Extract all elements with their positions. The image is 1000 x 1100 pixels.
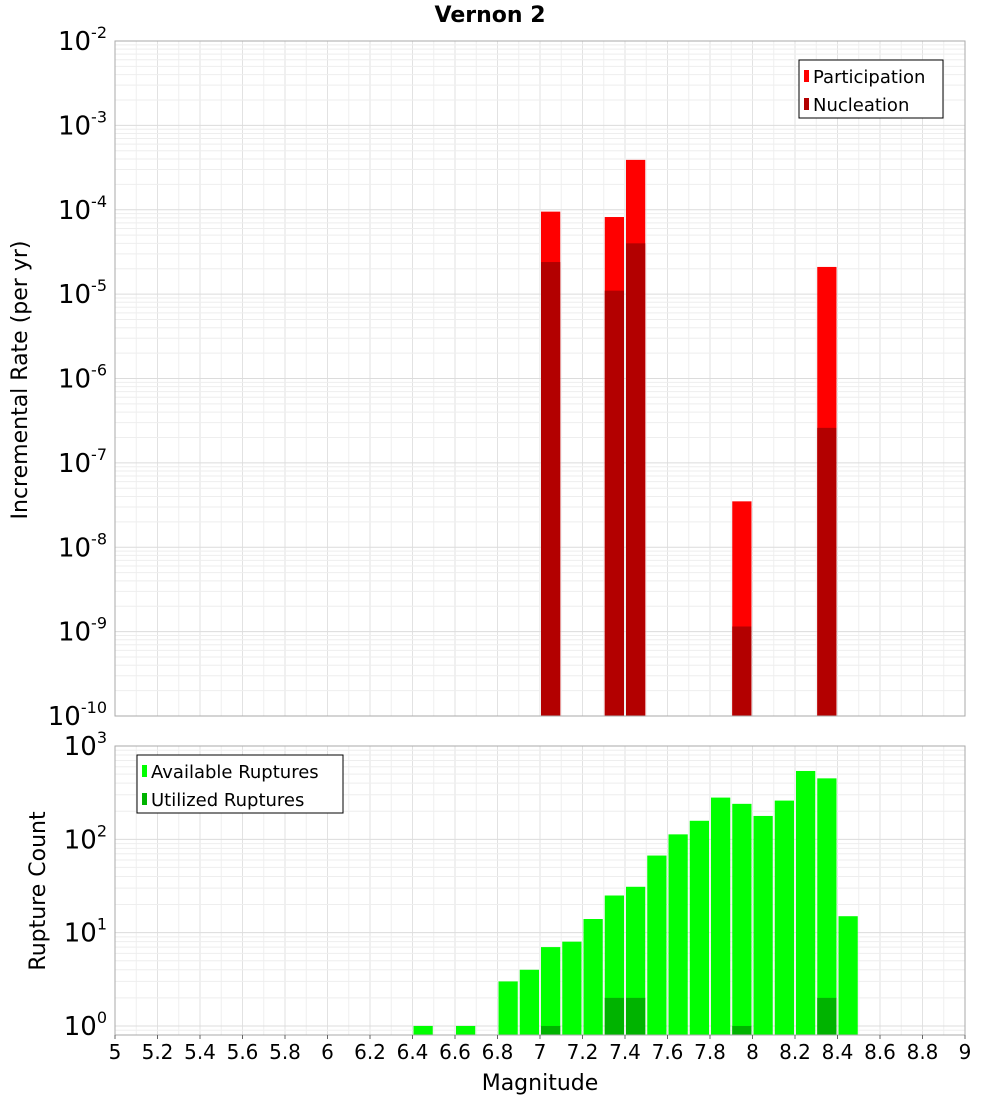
available-ruptures-bar bbox=[732, 803, 752, 1035]
x-tick-label: 5 bbox=[109, 1040, 122, 1064]
available-ruptures-bar bbox=[817, 778, 837, 1035]
x-tick-label: 8 bbox=[746, 1040, 759, 1064]
x-tick-label: 8.6 bbox=[864, 1040, 896, 1064]
available-ruptures-bar bbox=[774, 800, 794, 1035]
x-tick-label: 6.8 bbox=[482, 1040, 514, 1064]
available-ruptures-bar bbox=[668, 834, 688, 1035]
x-tick-label: 5.8 bbox=[269, 1040, 301, 1064]
x-tick-label: 7 bbox=[534, 1040, 547, 1064]
rate-bars bbox=[541, 159, 837, 717]
legend-swatch bbox=[804, 70, 809, 82]
utilized-ruptures-bar bbox=[817, 997, 837, 1035]
y-tick-label: 10-7 bbox=[58, 445, 107, 479]
available-ruptures-bar bbox=[711, 797, 731, 1035]
nucleation-bar bbox=[626, 243, 646, 717]
nucleation-bar bbox=[817, 427, 837, 716]
legend-swatch bbox=[142, 765, 147, 777]
available-ruptures-bar bbox=[796, 770, 816, 1035]
available-ruptures-bar bbox=[583, 919, 603, 1035]
available-ruptures-bar bbox=[541, 947, 561, 1035]
available-ruptures-bar bbox=[689, 820, 709, 1035]
legend-swatch bbox=[804, 98, 809, 110]
x-tick-label: 7.6 bbox=[652, 1040, 684, 1064]
chart-title: Vernon 2 bbox=[435, 3, 546, 28]
count-panel: 100 101 102 103 5 5.2 5.4 5.6 5.8 6 6.2 6.4 6.6 6.8 7… bbox=[26, 728, 971, 1096]
y-tick-label: 10-3 bbox=[58, 107, 107, 141]
y-tick-label: 10-4 bbox=[58, 192, 107, 226]
x-tick-label: 8.4 bbox=[822, 1040, 854, 1064]
x-tick-label: 6 bbox=[321, 1040, 334, 1064]
x-tick-label: 5.4 bbox=[184, 1040, 216, 1064]
legend-entry: Nucleation bbox=[813, 95, 909, 116]
available-ruptures-bar bbox=[413, 1025, 433, 1035]
y-tick-label: 103 bbox=[64, 728, 107, 762]
available-ruptures-bar bbox=[562, 941, 582, 1035]
available-ruptures-bar bbox=[753, 815, 773, 1035]
y-tick-label: 10-2 bbox=[58, 23, 107, 57]
x-tick-label: 5.6 bbox=[227, 1040, 259, 1064]
x-tick-label: 8.8 bbox=[907, 1040, 939, 1064]
utilized-ruptures-bar bbox=[604, 997, 624, 1035]
available-ruptures-bar bbox=[456, 1025, 476, 1035]
x-tick-label: 6.2 bbox=[354, 1040, 386, 1064]
count-legend: Available Ruptures Utilized Ruptures bbox=[136, 754, 344, 814]
x-tick-label: 7.4 bbox=[609, 1040, 641, 1064]
y-tick-label: 10-5 bbox=[58, 276, 107, 310]
rate-panel: 10-10 10-9 10-8 10-7 10-6 10-5 10-4 10-3 10-2 In… bbox=[8, 23, 966, 732]
legend-box bbox=[798, 59, 944, 119]
legend-entry: Available Ruptures bbox=[151, 762, 319, 783]
y-tick-label: 100 bbox=[64, 1008, 107, 1042]
x-axis-label: Magnitude bbox=[482, 1071, 599, 1096]
utilized-ruptures-bar bbox=[732, 1025, 752, 1035]
x-tick-label: 7.8 bbox=[694, 1040, 726, 1064]
rate-y-ticks: 10-10 10-9 10-8 10-7 10-6 10-5 10-4 10-3 10-2 bbox=[48, 23, 107, 732]
x-tick-label: 8.2 bbox=[779, 1040, 811, 1064]
y-tick-label: 102 bbox=[64, 821, 107, 855]
y-tick-label: 101 bbox=[64, 915, 107, 949]
x-tick-label: 5.2 bbox=[142, 1040, 174, 1064]
nucleation-bar bbox=[604, 290, 624, 716]
x-tick-label: 9 bbox=[959, 1040, 972, 1064]
rate-y-axis-label: Incremental Rate (per yr) bbox=[8, 241, 33, 520]
utilized-ruptures-bar bbox=[541, 1025, 561, 1035]
count-y-ticks: 100 101 102 103 bbox=[64, 728, 107, 1042]
count-y-axis-label: Rupture Count bbox=[26, 811, 51, 971]
count-x-ticks: 5 5.2 5.4 5.6 5.8 6 6.2 6.4 6.6 6.8 7 7.2 7.4 7.6 7.8 8… bbox=[109, 1035, 972, 1064]
y-tick-label: 10-8 bbox=[58, 529, 107, 563]
nucleation-bar bbox=[732, 626, 752, 716]
available-ruptures-bar bbox=[647, 855, 667, 1035]
x-tick-label: 6.6 bbox=[439, 1040, 471, 1064]
nucleation-bar bbox=[541, 262, 561, 716]
rate-grid bbox=[114, 40, 966, 717]
legend-entry: Utilized Ruptures bbox=[151, 790, 304, 811]
available-ruptures-bar bbox=[498, 981, 518, 1035]
y-tick-label: 10-9 bbox=[58, 614, 107, 648]
rate-plot-frame bbox=[114, 40, 966, 717]
x-tick-label: 7.2 bbox=[567, 1040, 599, 1064]
y-tick-label: 10-10 bbox=[48, 698, 107, 732]
y-tick-label: 10-6 bbox=[58, 361, 107, 395]
x-tick-label: 6.4 bbox=[397, 1040, 429, 1064]
available-ruptures-bar bbox=[519, 969, 539, 1035]
legend-swatch bbox=[142, 793, 147, 805]
rate-legend: Participation Nucleation bbox=[798, 59, 944, 119]
utilized-ruptures-bar bbox=[626, 997, 646, 1035]
legend-entry: Participation bbox=[813, 67, 925, 88]
count-bars bbox=[413, 770, 858, 1035]
legend-box bbox=[136, 754, 344, 814]
available-ruptures-bar bbox=[838, 916, 858, 1035]
